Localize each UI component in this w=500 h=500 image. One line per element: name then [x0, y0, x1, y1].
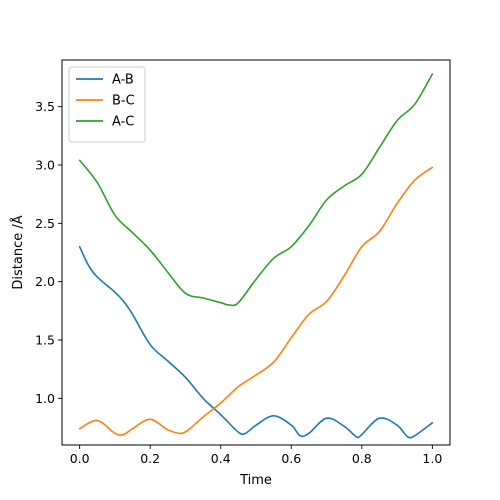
x-tick-label: 0.6 — [281, 451, 301, 466]
series-line-a-c — [78, 73, 434, 307]
y-tick-label: 2.0 — [35, 274, 55, 289]
series-line-a-b — [78, 245, 434, 439]
series-line-b-c — [78, 166, 434, 436]
x-tick-label: 0.4 — [211, 451, 231, 466]
series-layer — [78, 73, 434, 439]
legend-items: A-B B-C A-C — [76, 73, 135, 130]
legend: A-B B-C A-C — [68, 66, 146, 143]
y-tick-label: 1.0 — [35, 391, 55, 406]
legend-label-a-b: A-B — [112, 73, 134, 88]
y-axis-label: Distance /Å — [10, 215, 26, 289]
y-tick-label: 3.5 — [35, 99, 55, 114]
legend-box — [68, 66, 146, 143]
x-tick-label: 0.8 — [352, 451, 372, 466]
x-tick-label: 0.0 — [70, 451, 90, 466]
plot-area — [61, 59, 451, 446]
y-tick-label: 3.0 — [35, 158, 55, 173]
x-tick-label: 1.0 — [422, 451, 442, 466]
x-tick-label: 0.2 — [140, 451, 160, 466]
y-tick-label: 1.5 — [35, 333, 55, 348]
legend-label-b-c: B-C — [112, 94, 135, 109]
x-axis-ticks: 0.0 0.2 0.4 0.6 0.8 1.0 — [70, 445, 442, 466]
y-axis-ticks: 1.0 1.5 2.0 2.5 3.0 3.5 — [35, 99, 62, 406]
y-tick-label: 2.5 — [35, 216, 55, 231]
x-axis-label: Time — [239, 473, 272, 488]
legend-label-a-c: A-C — [112, 115, 134, 130]
